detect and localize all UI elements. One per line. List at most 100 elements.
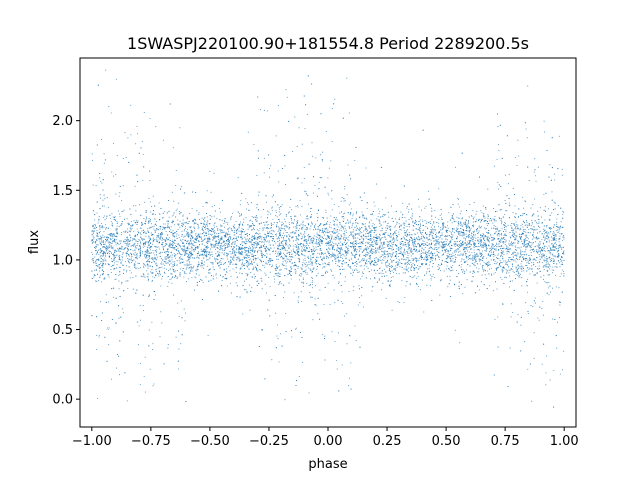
data-point — [242, 313, 244, 315]
data-point — [195, 234, 197, 236]
data-point — [196, 268, 198, 270]
data-point — [402, 259, 404, 261]
data-point — [536, 223, 538, 225]
data-point — [336, 368, 338, 370]
data-point — [330, 234, 332, 236]
data-point — [172, 264, 174, 266]
data-point — [336, 219, 338, 221]
data-point — [223, 263, 225, 265]
data-point — [396, 223, 398, 225]
data-point — [206, 247, 208, 249]
data-point — [93, 276, 95, 278]
data-point — [331, 331, 333, 333]
data-point — [554, 208, 556, 210]
data-point — [517, 224, 519, 226]
data-point — [260, 216, 262, 218]
data-point — [96, 397, 99, 400]
data-point — [393, 237, 395, 239]
data-point — [104, 198, 106, 200]
data-point — [507, 249, 509, 251]
data-point — [223, 240, 225, 242]
data-point — [410, 255, 412, 257]
data-point — [474, 261, 476, 264]
data-point — [164, 243, 167, 245]
data-point — [385, 297, 387, 300]
data-point — [487, 261, 489, 264]
data-point — [137, 262, 139, 264]
data-point — [332, 241, 334, 243]
data-point — [450, 231, 452, 233]
data-point — [306, 282, 308, 284]
data-point — [191, 276, 193, 278]
data-point — [210, 275, 213, 277]
data-point — [460, 253, 462, 255]
data-point — [220, 261, 222, 264]
data-point — [505, 235, 507, 237]
data-point — [535, 180, 537, 182]
data-point — [402, 256, 405, 258]
data-point — [519, 276, 521, 278]
data-point — [331, 235, 333, 237]
data-point — [344, 200, 346, 202]
data-point — [379, 257, 381, 259]
data-point — [146, 257, 148, 259]
data-point — [540, 256, 543, 258]
data-point — [132, 205, 135, 207]
data-point — [363, 265, 365, 267]
data-point — [530, 245, 532, 247]
data-point — [134, 265, 136, 267]
data-point — [127, 137, 129, 139]
data-point — [496, 288, 498, 290]
data-point — [102, 254, 104, 256]
data-point — [169, 257, 171, 259]
data-point — [542, 266, 544, 268]
data-point — [533, 258, 535, 260]
data-point — [437, 264, 440, 266]
data-point — [246, 241, 248, 243]
data-point — [341, 265, 343, 267]
data-point — [136, 228, 138, 230]
data-point — [350, 233, 352, 235]
data-point — [550, 251, 552, 253]
data-point — [240, 214, 242, 216]
data-point — [106, 327, 109, 329]
data-point — [95, 185, 97, 187]
data-point — [434, 247, 436, 249]
data-point — [115, 278, 117, 280]
data-point — [394, 268, 396, 270]
data-point — [197, 236, 199, 238]
data-point — [369, 257, 371, 259]
data-point — [460, 224, 462, 226]
data-point — [304, 250, 306, 252]
data-point — [520, 236, 522, 238]
data-point — [556, 221, 558, 224]
data-point — [459, 342, 461, 344]
data-point — [260, 236, 262, 238]
data-point — [112, 235, 114, 237]
data-point — [152, 260, 154, 262]
data-point — [182, 248, 185, 250]
data-point — [279, 242, 281, 244]
data-point — [405, 285, 407, 287]
data-point — [361, 295, 363, 297]
data-point — [307, 234, 309, 236]
data-point — [303, 237, 306, 239]
data-point — [359, 231, 361, 233]
data-point — [363, 268, 365, 270]
data-point — [156, 249, 158, 251]
data-point — [99, 274, 101, 276]
data-point — [450, 254, 452, 256]
data-point — [353, 231, 355, 233]
data-point — [439, 226, 441, 229]
data-point — [256, 263, 258, 265]
data-point — [359, 232, 361, 234]
data-point — [410, 264, 413, 266]
data-point — [555, 256, 557, 258]
data-point — [340, 300, 342, 303]
data-point — [359, 242, 361, 244]
data-point — [187, 258, 189, 260]
data-point — [457, 222, 459, 224]
data-point — [281, 240, 284, 242]
data-point — [191, 249, 193, 251]
data-point — [552, 237, 554, 239]
